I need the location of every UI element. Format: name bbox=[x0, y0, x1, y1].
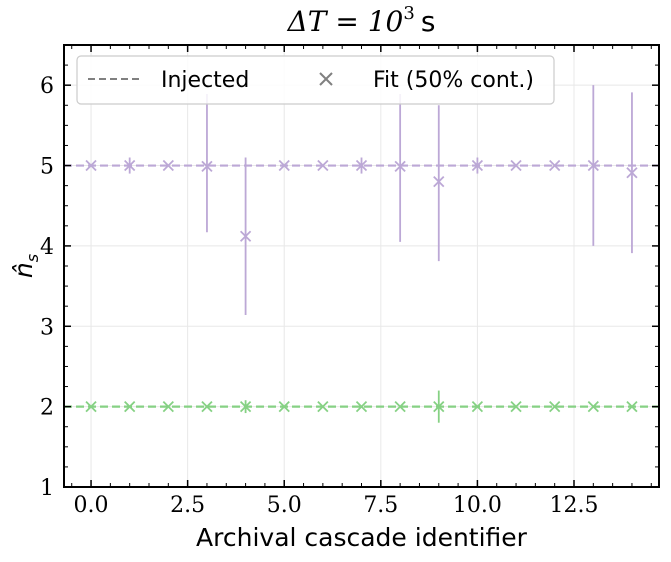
fit-point-stroke bbox=[549, 159, 561, 172]
fit-point-marker bbox=[162, 159, 174, 172]
fit-point-stroke bbox=[355, 159, 368, 172]
legend-box bbox=[76, 55, 555, 105]
fit-point-marker bbox=[549, 400, 561, 413]
fit-point-stroke bbox=[124, 159, 136, 172]
x-tick-label: 5.0 bbox=[267, 493, 302, 518]
fit-point-marker bbox=[124, 400, 136, 413]
y-tick-label: 6 bbox=[40, 74, 54, 99]
chart-title: ΔT = 103 s bbox=[287, 3, 436, 38]
fit-point-stroke bbox=[85, 400, 97, 413]
y-axis-label-subscript: s bbox=[23, 254, 42, 262]
fit-point-stroke bbox=[201, 400, 213, 413]
title-unit: s bbox=[421, 5, 436, 38]
fit-point-stroke bbox=[549, 400, 561, 413]
fit-point-stroke bbox=[162, 400, 174, 413]
fit-point-stroke bbox=[85, 159, 97, 172]
fit-point-marker bbox=[433, 175, 445, 188]
fit-point-marker bbox=[162, 400, 174, 413]
fit-point-marker bbox=[278, 159, 290, 172]
fit-point-stroke bbox=[394, 400, 406, 413]
fit-point-marker bbox=[317, 159, 329, 172]
fit-point-marker bbox=[626, 400, 638, 413]
fit-point-marker bbox=[355, 159, 368, 172]
fit-point-marker bbox=[549, 159, 561, 172]
fit-point-marker bbox=[124, 159, 136, 172]
fit-point-marker bbox=[433, 400, 445, 413]
fit-point-marker bbox=[239, 230, 252, 242]
fit-point-stroke bbox=[626, 167, 638, 179]
fit-points bbox=[85, 85, 638, 423]
title-exponent: 3 bbox=[403, 3, 414, 24]
x-tick-label: 2.5 bbox=[170, 493, 205, 518]
axis-ticks: 0.0 2.5 5.0 7.5 10.0 12.5 1 2 3 4 5 6 bbox=[40, 44, 659, 518]
title-main: ΔT = 10 bbox=[287, 5, 404, 38]
fit-point-stroke bbox=[626, 400, 638, 413]
legend-label-fit: Fit (50% cont.) bbox=[373, 68, 534, 93]
legend-x-marker-swatch bbox=[319, 72, 333, 86]
y-tick-label: 2 bbox=[40, 396, 54, 421]
fit-point-stroke bbox=[278, 400, 290, 413]
legend-label-injected: Injected bbox=[161, 68, 249, 93]
fit-point-marker bbox=[201, 400, 213, 413]
x-tick-label: 0.0 bbox=[74, 493, 109, 518]
fit-point-stroke bbox=[394, 160, 406, 172]
fit-point-stroke bbox=[239, 400, 252, 413]
fit-point-stroke bbox=[471, 400, 484, 413]
fit-point-stroke bbox=[201, 160, 213, 172]
x-axis-label: Archival cascade identifier bbox=[196, 523, 528, 552]
y-axis-label-main: n̂ bbox=[9, 262, 38, 278]
fit-point-stroke bbox=[278, 159, 290, 172]
fit-point-stroke bbox=[433, 400, 445, 413]
fit-point-marker bbox=[355, 400, 368, 413]
x-tick-label: 10.0 bbox=[453, 493, 502, 518]
fit-point-marker bbox=[471, 400, 484, 413]
x-tick-label: 12.5 bbox=[550, 493, 599, 518]
y-tick-label: 3 bbox=[40, 315, 54, 340]
y-axis-label: n̂s bbox=[9, 254, 42, 278]
y-tick-label: 1 bbox=[40, 476, 54, 501]
fit-point-stroke bbox=[355, 400, 368, 413]
fit-point-marker bbox=[278, 400, 290, 413]
fit-point-marker bbox=[510, 159, 522, 172]
fit-point-stroke bbox=[239, 230, 252, 242]
fit-point-stroke bbox=[510, 400, 522, 413]
fit-point-marker bbox=[510, 400, 522, 413]
fit-point-stroke bbox=[587, 159, 599, 172]
fit-point-stroke bbox=[317, 400, 329, 413]
fit-point-stroke bbox=[587, 400, 599, 413]
y-tick-label: 5 bbox=[40, 155, 54, 180]
fit-point-marker bbox=[587, 400, 599, 413]
fit-point-stroke bbox=[510, 159, 522, 172]
fit-point-stroke bbox=[317, 159, 329, 172]
fit-point-stroke bbox=[162, 159, 174, 172]
fit-point-stroke bbox=[124, 400, 136, 413]
fit-point-marker bbox=[85, 159, 97, 172]
fit-point-marker bbox=[201, 160, 213, 172]
legend: Injected Fit (50% cont.) bbox=[76, 55, 555, 105]
fit-point-stroke bbox=[471, 159, 484, 172]
fit-point-marker bbox=[85, 400, 97, 413]
fit-point-marker bbox=[587, 159, 599, 172]
fit-point-marker bbox=[394, 160, 406, 172]
y-tick-label: 4 bbox=[40, 235, 54, 260]
fit-point-marker bbox=[239, 400, 252, 413]
fit-point-marker bbox=[394, 400, 406, 413]
fit-point-stroke bbox=[433, 175, 445, 188]
fit-point-marker bbox=[471, 159, 484, 172]
legend-x-stroke bbox=[319, 72, 333, 86]
fit-point-marker bbox=[317, 400, 329, 413]
plot-area bbox=[63, 44, 660, 488]
x-tick-label: 7.5 bbox=[363, 493, 398, 518]
grid bbox=[64, 45, 659, 488]
injected-lines bbox=[64, 164, 659, 408]
fit-point-marker bbox=[626, 167, 638, 179]
